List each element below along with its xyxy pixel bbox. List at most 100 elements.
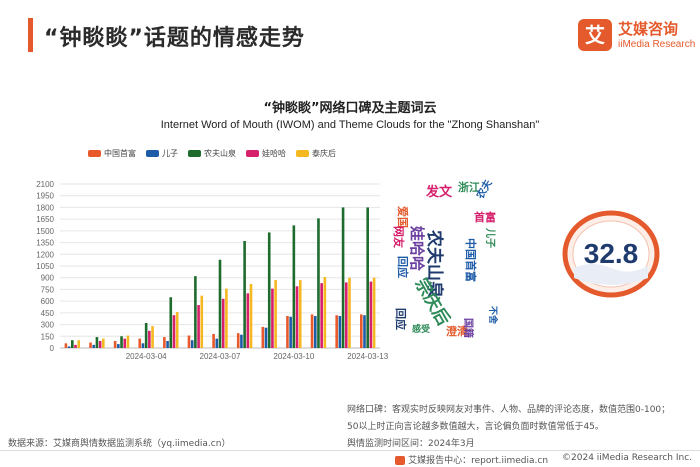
x-tick-label: 2024-03-13 xyxy=(347,352,388,361)
note-line-3: 舆情监测时间区间：2024年3月 xyxy=(347,439,475,449)
footer-copyright: ©2024 iiMedia Research Inc. xyxy=(562,453,692,463)
legend-item[interactable]: 中国首富 xyxy=(88,148,136,159)
bar-2024-03-03-s0 xyxy=(113,340,117,348)
bar-2024-03-01-s3 xyxy=(74,344,77,348)
bar-2024-03-10-s1 xyxy=(289,316,292,348)
bar-2024-03-12-s1 xyxy=(338,315,342,348)
chart-title: “钟睒睒”网络口碑及主题词云 xyxy=(263,101,437,116)
cloud-word: 中国首富 xyxy=(464,238,477,282)
legend-label: 儿子 xyxy=(162,149,178,158)
legend-item[interactable]: 娃哈哈 xyxy=(246,148,286,159)
bar-2024-03-13-s3 xyxy=(369,281,373,348)
cloud-word: 不舍 xyxy=(487,306,497,325)
bar-2024-03-05-s4 xyxy=(175,312,179,348)
score-value: 32.8 xyxy=(583,238,639,269)
bar-2024-03-02-s4 xyxy=(102,338,105,348)
x-tick-label: 2024-03-07 xyxy=(200,352,241,361)
chart-legend: 中国首富 儿子 农夫山泉 娃哈哈 泰庆后 xyxy=(88,148,336,159)
bar-2024-03-10-s2 xyxy=(292,225,296,348)
bar-2024-03-02-s1 xyxy=(92,344,96,348)
cloud-word: 儿子 xyxy=(484,228,495,248)
bar-2024-03-09-s1 xyxy=(264,327,268,348)
score-ring-graphic xyxy=(562,210,660,298)
note-line-2: 50以上时正向言论越多数值越大，言论偏负面时数值常低于45。 xyxy=(347,422,604,432)
footer: 艾媒报告中心：report.iimedia.cn ©2024 iiMedia R… xyxy=(395,453,692,466)
legend-item[interactable]: 农夫山泉 xyxy=(188,148,236,159)
bar-2024-03-01-s2 xyxy=(71,340,74,348)
y-tick-label: 450 xyxy=(41,309,55,318)
y-tick-label: 150 xyxy=(41,332,55,341)
bar-2024-03-08-s2 xyxy=(243,241,246,348)
word-cloud: 发文 浙江 农夫 爱国 农夫山泉 首富 娃哈哈 网友 宗庆后 回应 中国首富 儿子 澄清 国籍 回应 感受 不舍 xyxy=(392,178,514,348)
y-tick-label: 1800 xyxy=(36,203,54,212)
bar-2024-03-07-s4 xyxy=(225,288,228,348)
bar-2024-03-11-s1 xyxy=(313,315,317,348)
bar-2024-03-03-s2 xyxy=(120,336,123,348)
bar-2024-03-13-s0 xyxy=(359,314,363,348)
bar-2024-03-05-s0 xyxy=(163,337,166,348)
bar-2024-03-04-s3 xyxy=(148,330,151,348)
bar-2024-03-12-s0 xyxy=(335,315,338,348)
bar-2024-03-06-s2 xyxy=(194,276,197,348)
legend-label: 农夫山泉 xyxy=(204,149,236,158)
bar-2024-03-09-s4 xyxy=(274,280,277,348)
cloud-word: 爱国 xyxy=(396,206,409,228)
bar-2024-03-07-s0 xyxy=(212,333,215,348)
bar-2024-03-10-s0 xyxy=(286,315,289,348)
y-tick-label: 1050 xyxy=(36,262,54,271)
bar-2024-03-06-s1 xyxy=(190,340,194,348)
y-tick-label: 750 xyxy=(41,285,55,294)
title-accent-bar xyxy=(28,18,33,52)
cloud-word: 首富 xyxy=(474,211,496,224)
bar-2024-03-08-s3 xyxy=(246,293,250,348)
y-tick-label: 300 xyxy=(41,321,55,330)
legend-item[interactable]: 儿子 xyxy=(146,148,178,159)
footer-divider xyxy=(0,450,700,451)
bar-2024-03-13-s1 xyxy=(363,315,366,348)
bar-2024-03-09-s3 xyxy=(271,288,274,348)
bar-2024-03-01-s4 xyxy=(77,340,81,348)
legend-label: 娃哈哈 xyxy=(262,149,286,158)
bar-2024-03-10-s4 xyxy=(298,280,302,348)
bar-2024-03-12-s3 xyxy=(344,282,348,348)
bar-2024-03-03-s1 xyxy=(117,344,120,348)
legend-item[interactable]: 泰庆后 xyxy=(296,148,336,159)
bar-2024-03-04-s0 xyxy=(138,338,142,348)
legend-label: 泰庆后 xyxy=(312,149,336,158)
cloud-word: 回应 xyxy=(396,256,409,278)
legend-swatch xyxy=(188,150,201,157)
cloud-word: 澄清 xyxy=(446,325,468,338)
bar-2024-03-10-s3 xyxy=(295,286,299,348)
legend-label: 中国首富 xyxy=(104,149,136,158)
bar-2024-03-06-s4 xyxy=(200,295,204,348)
y-tick-label: 1950 xyxy=(36,192,54,201)
cloud-word: 网友 xyxy=(392,226,405,248)
bar-2024-03-01-s1 xyxy=(67,346,71,348)
bar-2024-03-13-s2 xyxy=(366,207,369,348)
bar-2024-03-06-s0 xyxy=(187,335,191,348)
legend-swatch xyxy=(146,150,159,157)
cloud-word: 回应 xyxy=(394,308,407,330)
bar-2024-03-02-s3 xyxy=(98,340,102,348)
y-tick-label: 2100 xyxy=(36,180,54,189)
iimedia-logo: 艾 艾媒咨询 iiMedia Research xyxy=(578,16,696,56)
bar-2024-03-02-s2 xyxy=(95,337,99,348)
y-tick-label: 1350 xyxy=(36,239,54,248)
bar-2024-03-07-s1 xyxy=(215,338,219,348)
logo-text-en: iiMedia Research xyxy=(618,39,696,50)
x-tick-label: 2024-03-04 xyxy=(126,352,167,361)
data-source: 数据来源：艾媒商舆情数据监测系统（yq.iimedia.cn） xyxy=(8,439,231,449)
legend-swatch xyxy=(296,150,309,157)
bar-2024-03-08-s1 xyxy=(240,334,243,348)
page-title: “钟睒睒”话题的情感走势 xyxy=(44,26,305,51)
y-tick-label: 1650 xyxy=(36,215,54,224)
cloud-word: 国籍 xyxy=(462,318,473,338)
bar-2024-03-04-s1 xyxy=(141,343,145,348)
bar-2024-03-09-s2 xyxy=(267,232,271,348)
cloud-word: 娃哈哈 xyxy=(408,226,426,272)
y-tick-label: 0 xyxy=(50,344,55,353)
bar-2024-03-08-s4 xyxy=(249,283,253,348)
footer-report-center[interactable]: 艾媒报告中心：report.iimedia.cn xyxy=(395,453,548,466)
bar-2024-03-05-s2 xyxy=(169,297,173,348)
report-icon xyxy=(395,456,406,465)
